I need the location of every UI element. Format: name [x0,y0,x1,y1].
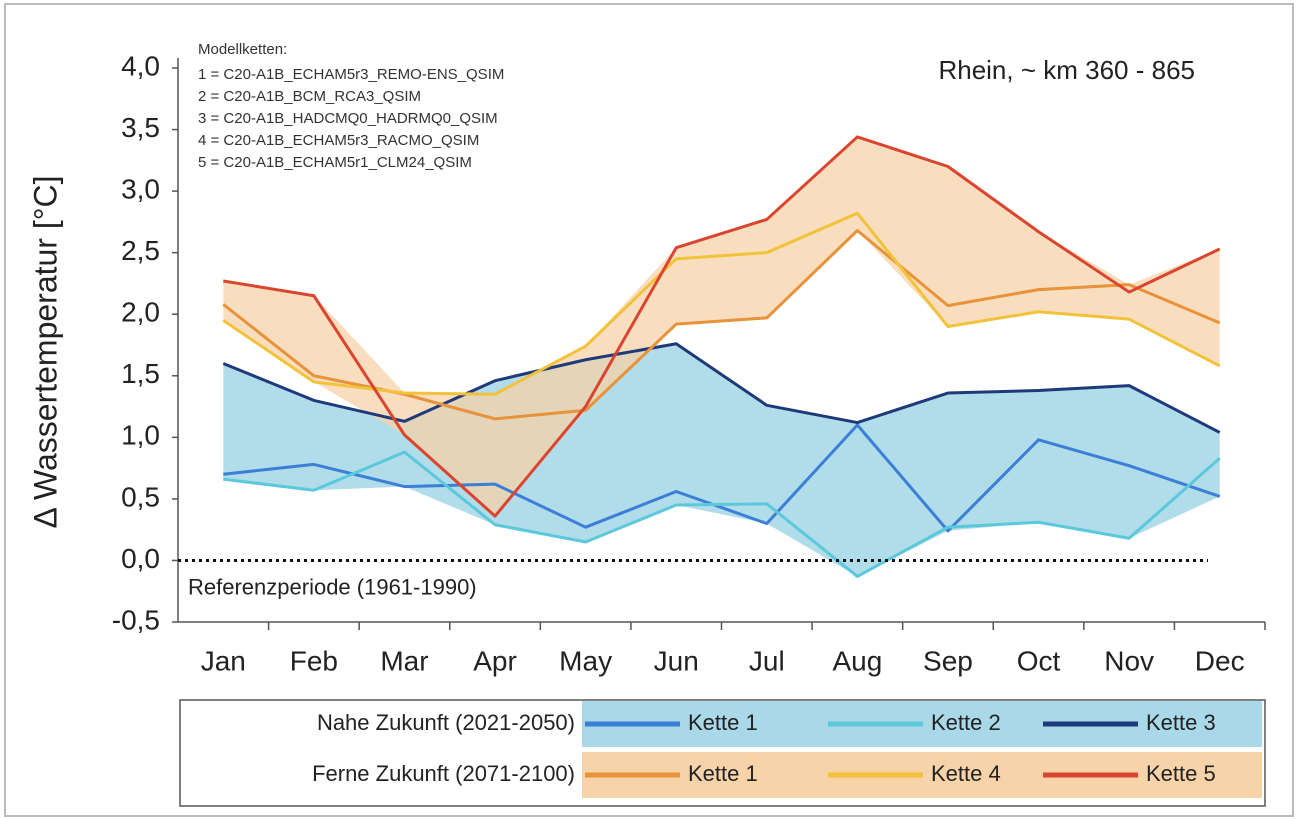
y-tick-label: 3,5 [121,112,160,143]
legend-label: Kette 2 [931,710,1001,735]
note: 5 = C20-A1B_ECHAM5r1_CLM24_QSIM [198,154,472,171]
legend-label: Kette 3 [1146,710,1216,735]
y-tick-label: 3,0 [121,174,160,205]
legend-label: Kette 4 [931,761,1001,786]
x-tick-label: Jan [201,645,246,676]
x-tick-label: Jul [749,645,785,676]
note: 2 = C20-A1B_BCM_RCA3_QSIM [198,88,421,105]
x-tick-label: Sep [923,645,973,676]
x-tick-label: May [559,645,612,676]
note: 4 = C20-A1B_ECHAM5r3_RACMO_QSIM [198,132,479,149]
legend-group: Ferne Zukunft (2071-2100) [312,761,575,786]
legend-box [179,699,1266,807]
y-tick-label: 4,0 [121,50,160,81]
y-tick-label: 2,5 [121,235,160,266]
x-tick-label: Feb [290,645,338,676]
x-tick-label: Apr [473,645,517,676]
x-tick-label: Oct [1017,645,1061,676]
y-tick-label: 2,0 [121,297,160,328]
notes-title: Modellketten: [198,41,287,58]
reference-label: Referenzperiode (1961-1990) [188,574,477,599]
x-tick-label: Mar [380,645,428,676]
series-line [223,423,1221,533]
x-tick-label: Dec [1195,645,1245,676]
series-line [223,450,1221,578]
legend-label: Kette 1 [688,761,758,786]
y-tick-label: 0,0 [121,543,160,574]
frame [4,3,1294,817]
x-tick-label: Nov [1104,645,1154,676]
y-axis-label: Δ Wassertemperatur [°C] [27,175,63,528]
legend-group: Nahe Zukunft (2021-2050) [317,710,575,735]
lines [222,135,1221,578]
y-tick-label: 1,0 [121,420,160,451]
y-tick-label: 1,5 [121,358,160,389]
bands [223,136,1220,577]
legend-label: Kette 1 [688,710,758,735]
chart-title: Rhein, ~ km 360 - 865 [938,55,1195,85]
y-tick-label: -0,5 [112,604,160,635]
note: 3 = C20-A1B_HADCMQ0_HADRMQ0_QSIM [198,110,498,127]
x-tick-label: Aug [832,645,882,676]
x-tick-label: Jun [654,645,699,676]
legend-label: Kette 5 [1146,761,1216,786]
series-line [223,135,1221,518]
series-line [222,211,1221,396]
note: 1 = C20-A1B_ECHAM5r3_REMO-ENS_QSIM [198,66,504,83]
y-tick-label: 0,5 [121,481,160,512]
series-line [222,342,1221,434]
range-band [223,136,1220,517]
